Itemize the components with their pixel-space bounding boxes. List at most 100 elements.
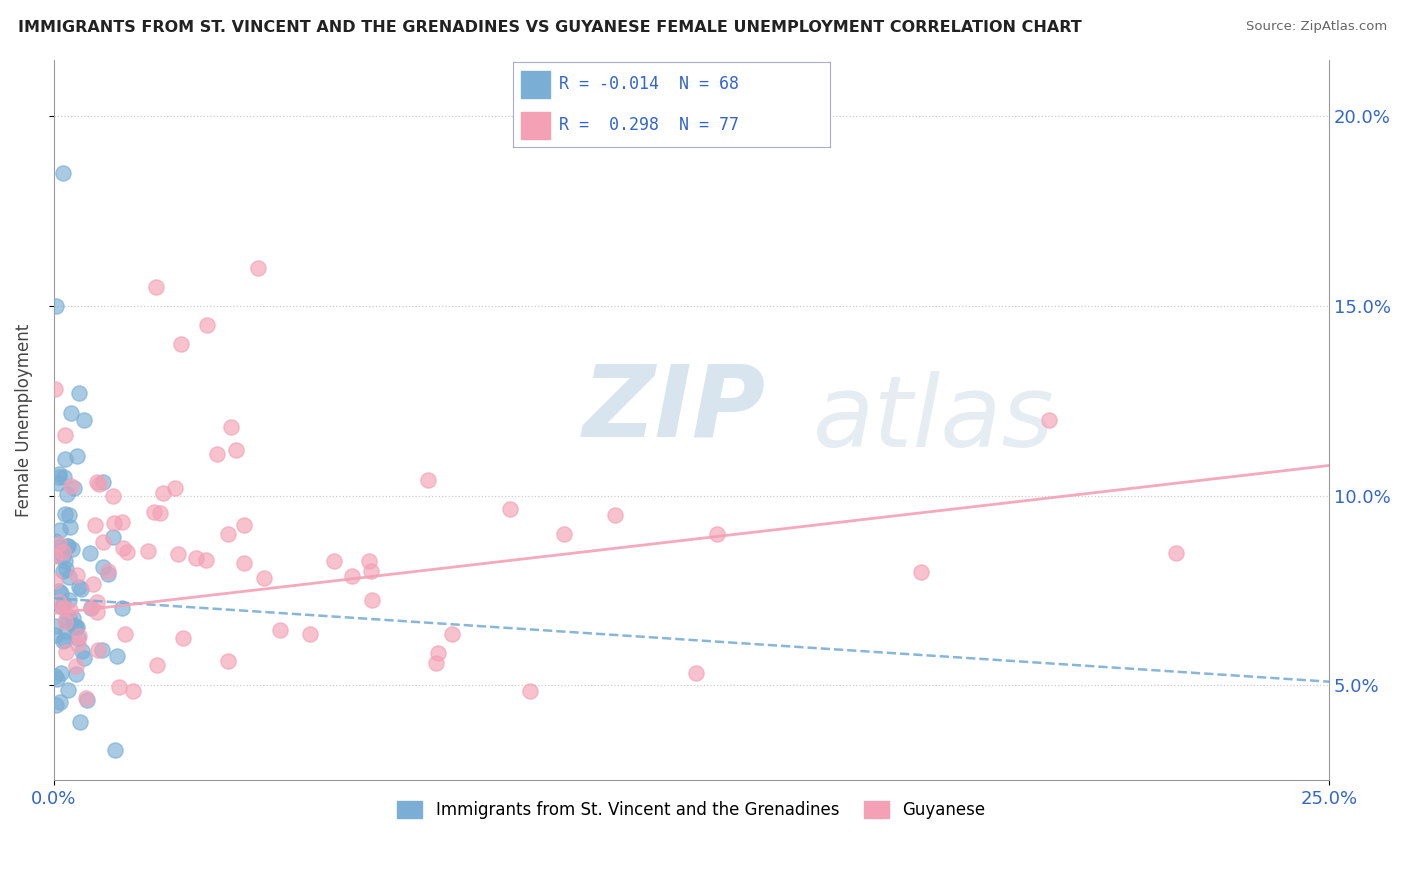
Point [65, 658, 87, 673]
Point [60, 479, 83, 493]
Point [101, 530, 124, 544]
Point [603, 508, 626, 522]
Point [60, 406, 83, 420]
Point [48, 467, 70, 482]
Point [62, 611, 84, 625]
Point [1038, 413, 1060, 427]
Point [299, 627, 322, 641]
Text: IMMIGRANTS FROM ST. VINCENT AND THE GRENADINES VS GUYANESE FEMALE UNEMPLOYMENT C: IMMIGRANTS FROM ST. VINCENT AND THE GREN… [18, 20, 1083, 35]
Point [53, 428, 76, 442]
Point [80, 599, 103, 614]
Point [146, 657, 169, 672]
Point [1164, 546, 1187, 560]
Point [219, 419, 242, 434]
Point [73, 651, 96, 665]
Text: R =  0.298  N = 77: R = 0.298 N = 77 [560, 116, 740, 134]
Point [80, 601, 103, 615]
Point [44, 533, 66, 548]
Point [58, 611, 80, 625]
Point [52, 545, 75, 559]
Point [360, 564, 382, 578]
Point [67, 629, 90, 643]
Point [93, 535, 115, 549]
Point [233, 517, 256, 532]
Point [152, 485, 174, 500]
Point [52, 166, 75, 180]
Legend: Immigrants from St. Vincent and the Grenadines, Guyanese: Immigrants from St. Vincent and the Gren… [391, 795, 993, 826]
Point [70, 582, 93, 596]
Point [69, 715, 91, 730]
Text: ZIP: ZIP [583, 360, 766, 458]
Point [55, 562, 77, 576]
Point [45, 698, 67, 712]
Point [91, 560, 114, 574]
Point [357, 554, 380, 568]
Point [553, 526, 575, 541]
Point [52, 564, 75, 578]
Point [56, 682, 79, 697]
Point [172, 631, 194, 645]
Point [910, 565, 932, 579]
Point [70, 644, 93, 658]
Point [48, 594, 70, 608]
Text: R = -0.014  N = 68: R = -0.014 N = 68 [560, 75, 740, 93]
Point [105, 649, 128, 664]
Point [44, 669, 66, 683]
Point [194, 553, 217, 567]
Point [53, 554, 76, 568]
Point [685, 665, 707, 680]
Point [253, 571, 276, 585]
Point [51, 599, 73, 614]
Point [217, 654, 239, 668]
Point [416, 473, 439, 487]
Point [44, 382, 66, 396]
Point [48, 469, 70, 483]
Point [46, 475, 69, 490]
Point [111, 516, 134, 530]
Point [425, 657, 447, 671]
Point [52, 634, 75, 648]
Point [246, 261, 269, 276]
Point [55, 613, 77, 627]
Point [58, 593, 80, 607]
Point [48, 537, 70, 551]
Point [67, 631, 90, 645]
Point [97, 564, 120, 578]
Point [59, 603, 82, 617]
Point [91, 642, 114, 657]
Point [519, 684, 541, 698]
Point [498, 501, 520, 516]
Point [56, 539, 79, 553]
Text: atlas: atlas [813, 371, 1054, 468]
Point [111, 601, 134, 615]
Point [45, 299, 67, 313]
Point [49, 695, 72, 709]
Point [56, 539, 79, 553]
Point [86, 605, 108, 619]
Point [86, 475, 108, 490]
Point [122, 683, 145, 698]
Point [207, 447, 229, 461]
Point [108, 680, 131, 694]
Point [55, 624, 77, 638]
Point [167, 547, 190, 561]
Point [103, 516, 125, 530]
Point [49, 523, 72, 537]
Point [44, 549, 66, 563]
Point [82, 577, 104, 591]
Point [67, 580, 90, 594]
Point [165, 481, 187, 495]
Point [87, 642, 110, 657]
Point [55, 615, 77, 629]
Point [91, 475, 114, 489]
Bar [522, 71, 550, 98]
Point [44, 548, 66, 562]
Point [184, 551, 207, 566]
Point [58, 508, 80, 522]
Point [65, 620, 87, 634]
Point [706, 526, 728, 541]
Point [441, 626, 464, 640]
Point [73, 413, 96, 427]
Point [53, 600, 76, 615]
Point [55, 644, 77, 658]
